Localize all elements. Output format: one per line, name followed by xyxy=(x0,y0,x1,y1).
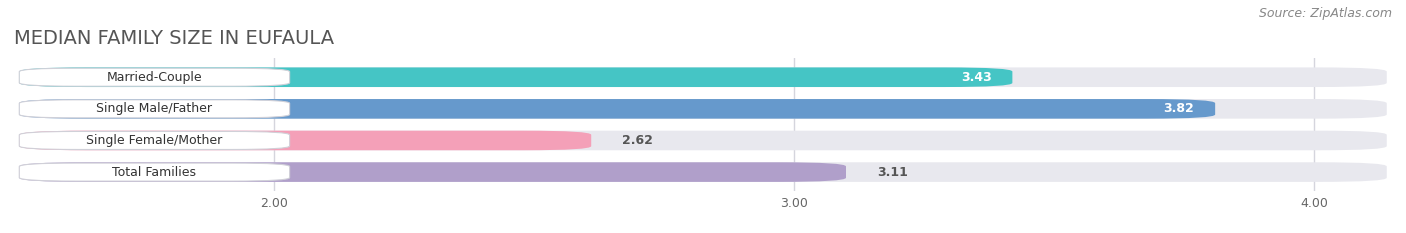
FancyBboxPatch shape xyxy=(20,99,1386,119)
FancyBboxPatch shape xyxy=(20,67,1386,87)
Text: MEDIAN FAMILY SIZE IN EUFAULA: MEDIAN FAMILY SIZE IN EUFAULA xyxy=(14,29,335,48)
Text: Single Male/Father: Single Male/Father xyxy=(97,102,212,115)
FancyBboxPatch shape xyxy=(20,131,591,150)
FancyBboxPatch shape xyxy=(20,68,290,86)
FancyBboxPatch shape xyxy=(20,67,1012,87)
FancyBboxPatch shape xyxy=(20,162,846,182)
FancyBboxPatch shape xyxy=(20,99,1215,119)
Text: Source: ZipAtlas.com: Source: ZipAtlas.com xyxy=(1258,7,1392,20)
FancyBboxPatch shape xyxy=(20,162,1386,182)
FancyBboxPatch shape xyxy=(20,163,290,181)
Text: Total Families: Total Families xyxy=(112,166,197,178)
Text: 2.62: 2.62 xyxy=(623,134,654,147)
Text: 3.11: 3.11 xyxy=(877,166,908,178)
Text: 3.82: 3.82 xyxy=(1164,102,1194,115)
Text: 3.43: 3.43 xyxy=(960,71,991,84)
Text: Married-Couple: Married-Couple xyxy=(107,71,202,84)
Text: Single Female/Mother: Single Female/Mother xyxy=(86,134,222,147)
FancyBboxPatch shape xyxy=(20,131,290,150)
FancyBboxPatch shape xyxy=(20,131,1386,150)
FancyBboxPatch shape xyxy=(20,100,290,118)
